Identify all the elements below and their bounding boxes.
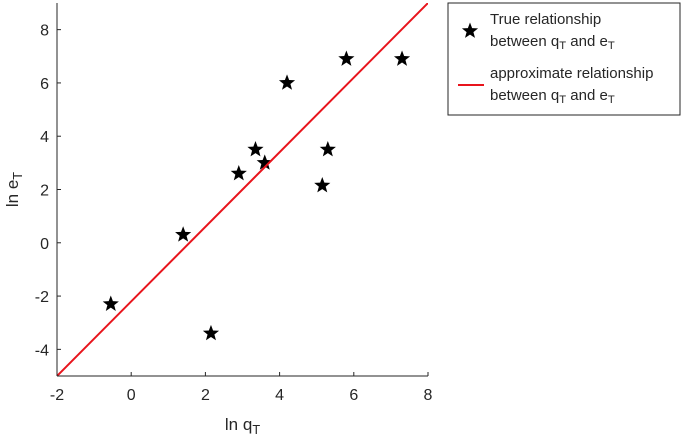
- data-point-star: [393, 50, 411, 66]
- x-tick-label: 6: [349, 387, 358, 404]
- data-point-star: [230, 165, 247, 181]
- legend-entry-text: between qT and eT: [490, 87, 615, 106]
- x-tick-label: 0: [127, 387, 136, 404]
- data-point-star: [256, 154, 273, 170]
- y-tick-label: 0: [40, 236, 49, 253]
- data-point-star: [247, 141, 264, 157]
- x-tick-label: -2: [50, 387, 64, 404]
- legend-box: [447, 2, 681, 116]
- legend-entry-text: between qT and eT: [490, 33, 615, 52]
- y-axis-label: ln eT: [3, 172, 25, 207]
- data-point-star: [202, 324, 220, 341]
- data-point-star: [338, 50, 355, 66]
- y-tick-label: -4: [35, 342, 49, 359]
- y-tick-label: 6: [40, 76, 49, 93]
- data-point-star: [278, 74, 296, 90]
- legend: True relationship between qT and eT approx…: [447, 2, 681, 116]
- legend-entry-text: approximate relationship: [490, 65, 653, 82]
- y-tick-label: 8: [40, 23, 49, 40]
- legend-star-marker: [461, 22, 479, 38]
- x-tick-label: 2: [201, 387, 210, 404]
- data-point-star: [175, 226, 192, 242]
- x-axis-label: ln qT: [225, 415, 260, 437]
- y-tick-label: 4: [40, 129, 49, 146]
- axis-labels: ln qT ln eT: [3, 172, 260, 437]
- data-point-star: [102, 295, 119, 311]
- y-tick-label: -2: [35, 289, 49, 306]
- x-tick-label: 8: [424, 387, 433, 404]
- approximate-relationship-line: [57, 3, 428, 376]
- y-tick-label: 2: [40, 183, 49, 200]
- axes: -2 0 2 4 6 8 -4 -2 0 2 4 6 8: [35, 3, 433, 404]
- legend-entry-text: True relationship: [490, 11, 601, 28]
- data-point-star: [319, 141, 336, 157]
- plot-area: [57, 3, 428, 376]
- data-point-star: [314, 177, 331, 193]
- x-tick-label: 4: [275, 387, 284, 404]
